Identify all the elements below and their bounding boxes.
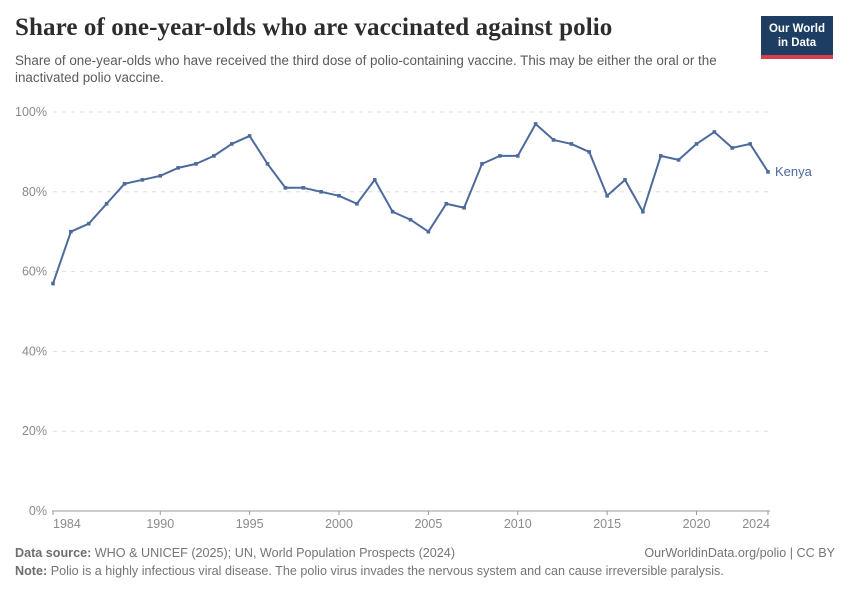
- data-point: [408, 217, 413, 222]
- x-axis-label: 2010: [504, 517, 532, 531]
- data-point: [462, 205, 466, 210]
- y-axis-label: 40%: [22, 344, 47, 358]
- data-point: [355, 201, 359, 206]
- note-label: Note:: [15, 564, 48, 578]
- data-point: [676, 158, 681, 162]
- logo-line1: Our World: [768, 23, 825, 35]
- data-point: [372, 178, 377, 182]
- data-point: [569, 142, 574, 146]
- y-axis-label: 60%: [22, 265, 47, 279]
- y-axis-label: 100%: [15, 105, 47, 119]
- x-axis-label: 2020: [683, 517, 711, 531]
- page-title: Share of one-year-olds who are vaccinate…: [15, 14, 613, 41]
- data-point: [480, 162, 484, 166]
- data-point: [283, 186, 288, 190]
- data-point: [498, 154, 502, 158]
- data-point: [337, 193, 341, 198]
- data-point: [319, 190, 323, 194]
- data-point: [515, 154, 520, 158]
- data-source-label: Data source:: [15, 546, 92, 560]
- x-axis-label: 2005: [414, 517, 442, 531]
- data-point: [140, 178, 145, 182]
- data-point: [641, 209, 645, 214]
- chart-footer: Data source: WHO & UNICEF (2025); UN, Wo…: [15, 546, 835, 578]
- data-point: [51, 281, 55, 286]
- data-point: [247, 134, 252, 138]
- x-axis-label: 1990: [146, 517, 174, 531]
- data-point: [301, 186, 306, 190]
- line-series: [52, 122, 769, 285]
- data-source: Data source: WHO & UNICEF (2025); UN, Wo…: [15, 546, 455, 560]
- owid-logo[interactable]: Our World in Data: [760, 16, 833, 59]
- x-axis-label: 2024: [742, 517, 770, 531]
- data-point: [587, 150, 592, 154]
- data-point: [533, 122, 538, 126]
- data-point: [730, 146, 735, 150]
- data-point: [212, 154, 216, 158]
- data-point: [444, 201, 449, 206]
- data-point: [426, 229, 431, 234]
- data-point: [748, 142, 752, 146]
- data-point: [766, 170, 770, 174]
- data-point: [712, 130, 717, 134]
- x-axis-label: 2000: [325, 517, 353, 531]
- line-chart: 0% 20% 40% 60% 80% 100% 1984 1990 1995 2000 2005 20…: [15, 105, 813, 531]
- owid-license-link[interactable]: OurWorldinData.org/polio | CC BY: [644, 546, 835, 560]
- data-point: [623, 178, 627, 182]
- data-point: [658, 154, 663, 158]
- y-axis-label: 20%: [22, 424, 47, 438]
- data-point: [229, 142, 234, 146]
- x-axis-label: 1984: [53, 517, 81, 531]
- series-label: Kenya: [775, 164, 813, 179]
- y-axis-label: 0%: [29, 504, 47, 518]
- data-point: [86, 221, 91, 226]
- x-axis-label: 2015: [593, 517, 621, 531]
- data-point: [104, 201, 109, 206]
- data-point: [176, 166, 180, 170]
- data-source-text: WHO & UNICEF (2025); UN, World Populatio…: [94, 546, 456, 560]
- data-point: [551, 138, 556, 142]
- data-point: [158, 174, 163, 178]
- logo-line2: in Data: [777, 37, 817, 50]
- data-point: [694, 142, 699, 146]
- data-point: [390, 209, 395, 214]
- chart-subtitle: Share of one-year-olds who have received…: [15, 53, 717, 86]
- data-point: [122, 182, 127, 186]
- data-point: [194, 162, 198, 166]
- x-axis-label: 1995: [236, 517, 264, 531]
- data-point: [69, 229, 73, 234]
- data-point: [265, 162, 270, 166]
- data-point: [605, 193, 609, 198]
- note: Note: Polio is a highly infectious viral…: [15, 564, 835, 578]
- note-text: Polio is a highly infectious viral disea…: [50, 564, 724, 578]
- y-axis-label: 80%: [22, 185, 47, 199]
